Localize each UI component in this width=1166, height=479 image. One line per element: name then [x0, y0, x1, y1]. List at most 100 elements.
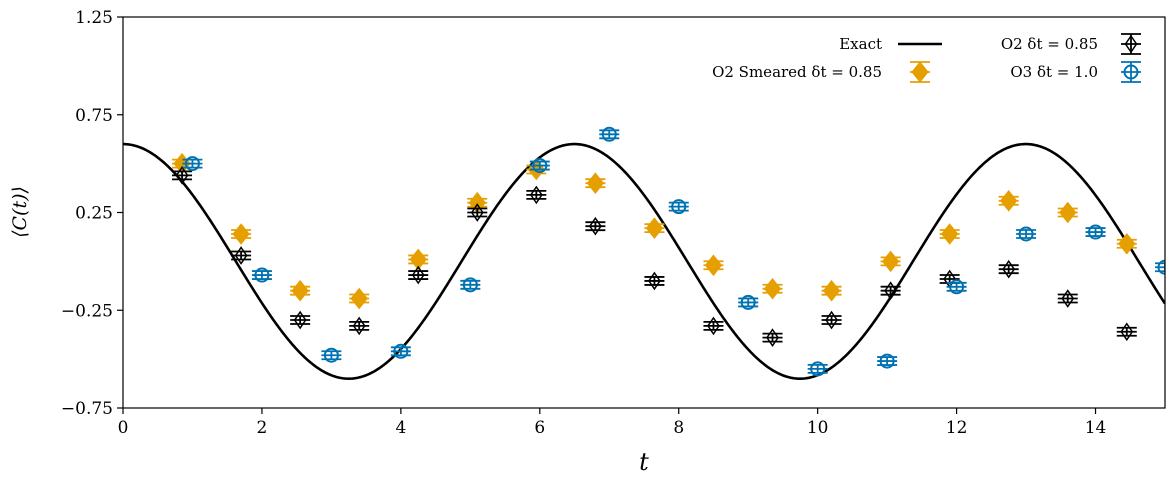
- o2-data-point: [1057, 289, 1078, 308]
- plot-border: [122, 16, 1166, 409]
- o2-data-point: [172, 166, 193, 185]
- o3-data-point: [460, 277, 481, 293]
- x-tick-label: 8: [673, 418, 684, 438]
- plot-area: [123, 126, 1165, 380]
- o3-data-point: [668, 199, 689, 215]
- o3-data-point: [599, 126, 620, 142]
- legend-entry: O2 Smeared δt = 0.85: [712, 61, 930, 83]
- axes: 0 2 4 6 8 10 12 14 −0.75 −0.25 0.25 0.75 1.25: [61, 8, 1106, 438]
- marker: [704, 254, 723, 277]
- y-axis-title: ⟨C(t)⟩: [9, 186, 31, 238]
- legend-label: Exact: [839, 35, 882, 53]
- o2-data-point: [644, 271, 665, 291]
- marker: [1120, 322, 1134, 342]
- o3-data-point: [251, 267, 272, 283]
- x-tick-label: 10: [807, 418, 829, 438]
- o2-smeared-data-point: [644, 217, 665, 239]
- errorbar: [1155, 262, 1165, 273]
- marker: [822, 279, 841, 302]
- errorbar: [172, 170, 193, 181]
- o2-smeared-data-point: [939, 223, 960, 245]
- x-tick-label: 6: [534, 418, 545, 438]
- o2-smeared-data-point: [1116, 232, 1137, 255]
- o2-smeared-data-point: [349, 287, 370, 310]
- errorbar: [290, 315, 311, 325]
- marker: [1018, 226, 1034, 242]
- marker: [352, 316, 366, 336]
- errorbar: [231, 250, 252, 261]
- marker: [588, 216, 602, 236]
- marker: [601, 126, 617, 142]
- marker: [671, 199, 687, 215]
- o3-data-point: [390, 343, 411, 359]
- marker: [254, 267, 270, 283]
- legend-entry: O3 δt = 1.0: [1010, 61, 1141, 83]
- marker: [881, 250, 900, 273]
- legend-marker-swatch: [1123, 64, 1139, 80]
- y-tick-label: 0.75: [75, 106, 113, 126]
- marker: [234, 246, 248, 265]
- marker: [810, 361, 826, 377]
- errorbar: [467, 207, 488, 218]
- o3-data-point: [807, 361, 828, 377]
- errorbar: [644, 276, 665, 286]
- o2-data-point: [585, 216, 606, 236]
- legend-errorbar-swatch: [1121, 33, 1141, 55]
- o3-data-point: [738, 294, 759, 310]
- errorbar: [703, 320, 724, 331]
- x-tick-label: 4: [395, 418, 406, 438]
- marker: [532, 158, 548, 174]
- x-tick-label: 12: [946, 418, 968, 438]
- o2-smeared-data-point: [290, 279, 311, 302]
- marker: [645, 217, 664, 239]
- o3-data-point: [1155, 259, 1165, 275]
- errorbar: [762, 332, 783, 343]
- o2-smeared-data-point: [1057, 201, 1078, 224]
- o3-data-point: [877, 353, 898, 369]
- o2-smeared-data-point: [762, 277, 783, 300]
- o2-data-point: [231, 246, 252, 265]
- o3-data-point: [182, 156, 203, 172]
- legend-label: O2 δt = 0.85: [1001, 35, 1098, 53]
- o2-data-point: [349, 316, 370, 336]
- o2-smeared-data-point: [585, 172, 606, 194]
- legend: Exact O2 Smeared δt = 0.85 O2 δt = 0.85 O3 …: [712, 33, 1141, 83]
- marker: [884, 281, 898, 301]
- errorbar: [1057, 293, 1078, 304]
- marker: [949, 279, 965, 295]
- exact-series-line: [123, 142, 1165, 380]
- marker: [586, 172, 605, 194]
- o2-data-point: [821, 310, 842, 330]
- marker: [1000, 189, 1018, 212]
- o2-smeared-data-point: [703, 254, 724, 277]
- x-tick-label: 2: [257, 418, 268, 438]
- o2-data-point: [998, 259, 1019, 279]
- o2-data-point: [880, 281, 901, 301]
- y-tick-label: 0.25: [75, 204, 113, 224]
- o2-data-point: [703, 316, 724, 336]
- errorbar: [585, 221, 606, 232]
- legend-marker-swatch: [911, 61, 929, 83]
- errorbar: [880, 285, 901, 296]
- y-tick-label: −0.25: [61, 301, 113, 321]
- marker: [409, 248, 427, 271]
- marker: [350, 287, 368, 310]
- x-tick-label: 14: [1085, 418, 1107, 438]
- y-tick-label: −0.75: [61, 399, 113, 419]
- o2-smeared-data-point: [998, 189, 1019, 212]
- marker: [1088, 224, 1104, 240]
- marker: [740, 294, 756, 310]
- marker: [462, 277, 478, 293]
- marker: [1118, 232, 1136, 255]
- marker: [1059, 201, 1077, 224]
- legend-marker-swatch: [1124, 34, 1138, 54]
- o2-data-point: [467, 203, 488, 222]
- axis-labels: t ⟨C(t)⟩: [9, 186, 649, 476]
- marker: [879, 353, 895, 369]
- marker: [291, 279, 309, 302]
- errorbar: [821, 315, 842, 325]
- x-tick-label: 0: [118, 418, 129, 438]
- errorbar: [939, 274, 960, 284]
- legend-entry: O2 δt = 0.85: [1001, 33, 1141, 55]
